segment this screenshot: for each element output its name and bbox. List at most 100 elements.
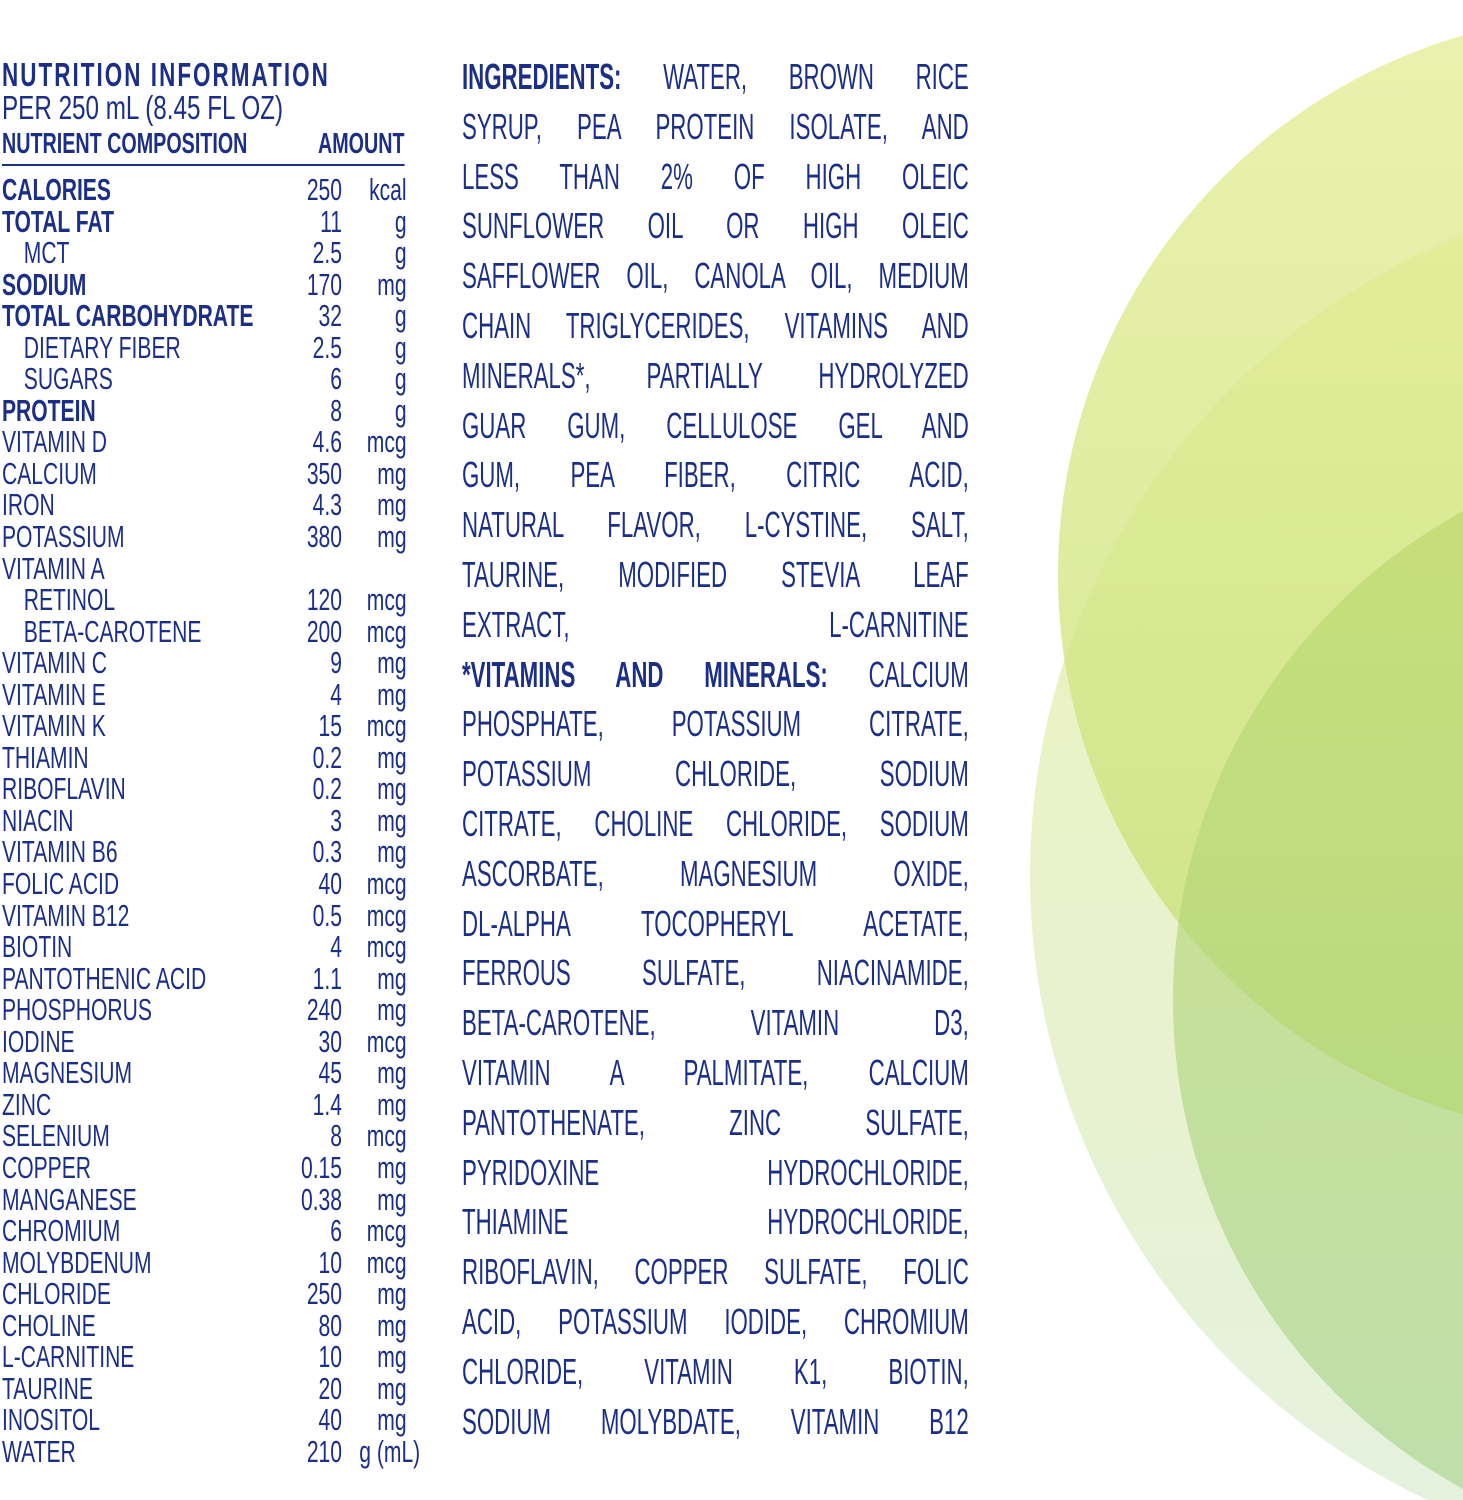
nutrient-amount: 350 [306,455,342,491]
nutrient-row: SUGARS 6 g [2,363,420,395]
ingredient-text: SYRUP, PEA PROTEIN ISOLATE, AND [462,105,969,147]
nutrient-unit: mcg [366,866,407,902]
nutrient-row: FOLIC ACID 40 mcg [2,868,420,900]
nutrient-amount: 32 [318,298,342,334]
nutrient-name: POTASSIUM [2,519,125,555]
nutrient-row: THIAMIN 0.2 mg [2,742,420,774]
nutrient-name: PHOSPHORUS [2,992,152,1028]
nutrient-unit: mcg [366,929,407,965]
nutrient-name: PROTEIN [2,392,96,428]
ingredient-text: PHOSPHATE, POTASSIUM CITRATE, [462,703,969,745]
nutrient-name: MCT [23,235,70,271]
nutrient-amount: 210 [306,1433,342,1469]
ingredient-text: CHAIN TRIGLYCERIDES, VITAMINS AND [462,304,969,346]
nutrient-name: TOTAL FAT [2,203,115,239]
ingredient-text: SAFFLOWER OIL, CANOLA OIL, MEDIUM [462,255,969,297]
nutrient-amount: 250 [306,1276,342,1312]
ingredient-line: *VITAMINS AND MINERALS: CALCIUM [462,650,969,700]
nutrient-name: MANGANESE [2,1181,137,1217]
ingredient-line: TAURINE, MODIFIED STEVIA LEAF [462,550,969,600]
nutrient-amount: 170 [306,266,342,302]
nutrient-name: SELENIUM [2,1118,110,1154]
nutrient-unit: mg [377,266,407,302]
ingredient-text: BETA-CAROTENE, VITAMIN D3, [462,1002,969,1044]
nutrient-row: PROTEIN 8 g [2,395,420,427]
ingredient-heading: INGREDIENTS: [462,56,622,97]
nutrient-name: MOLYBDENUM [2,1244,152,1280]
ingredient-line: PHOSPHATE, POTASSIUM CITRATE, [462,699,969,749]
ingredients-panel: INGREDIENTS: WATER, BROWN RICE SYRUP, PEA… [462,52,969,1446]
nutrient-amount: 0.15 [300,1149,342,1185]
nutrient-row: MAGNESIUM 45 mg [2,1057,420,1089]
nutrient-name: L-CARNITINE [2,1339,135,1375]
ingredient-line: ASCORBATE, MAGNESIUM OXIDE, [462,849,969,899]
nutrient-name: VITAMIN B12 [2,897,130,933]
nutrient-amount: 0.5 [312,897,342,933]
nutrient-name: VITAMIN E [2,676,106,712]
column-amount: AMOUNT [318,128,405,160]
nutrient-amount: 80 [318,1307,342,1343]
ingredient-text: DL-ALPHA TOCOPHERYL ACETATE, [462,902,969,944]
nutrient-unit: mg [377,487,407,523]
nutrient-row: MOLYBDENUM 10 mcg [2,1247,420,1279]
nutrient-unit: mg [377,802,407,838]
nutrient-row: CALCIUM 350 mg [2,458,420,490]
nutrition-title: NUTRITION INFORMATION [2,56,330,93]
nutrient-amount: 4.6 [312,424,342,460]
ingredient-text: VITAMIN A PALMITATE, CALCIUM [462,1051,969,1093]
nutrient-amount: 4 [330,929,342,965]
ingredient-line: FERROUS SULFATE, NIACINAMIDE, [462,948,969,998]
nutrient-row: CHOLINE 80 mg [2,1310,420,1342]
nutrient-unit: mg [377,1402,407,1438]
nutrient-name: THIAMIN [2,739,89,775]
nutrient-amount: 45 [318,1055,342,1091]
nutrient-row: L-CARNITINE 10 mg [2,1341,420,1373]
nutrient-unit: mcg [366,613,407,649]
nutrition-table: CALORIES 250 kcal TOTAL FAT 11 g MCT 2.5 g SODIUM… [2,174,420,1469]
ingredient-line: INGREDIENTS: WATER, BROWN RICE [462,52,969,102]
nutrient-name: TOTAL CARBOHYDRATE [2,298,254,334]
ingredient-line: NATURAL FLAVOR, L-CYSTINE, SALT, [462,500,969,550]
nutrient-unit: mg [377,960,407,996]
nutrient-amount: 40 [318,866,342,902]
nutrient-unit: mg [377,519,407,555]
nutrient-row: RIBOFLAVIN 0.2 mg [2,773,420,805]
ingredient-line: PYRIDOXINE HYDROCHLORIDE, [462,1148,969,1198]
nutrient-unit: mg [377,992,407,1028]
nutrient-unit: g [394,203,407,239]
column-nutrient: NUTRIENT COMPOSITION [2,128,248,160]
nutrient-unit: mg [377,1307,407,1343]
nutrient-unit: g [394,298,407,334]
nutrient-row: BIOTIN 4 mcg [2,931,420,963]
ingredient-text: MINERALS*, PARTIALLY HYDROLYZED [462,354,969,396]
ingredient-line: CHAIN TRIGLYCERIDES, VITAMINS AND [462,301,969,351]
nutrient-row: NIACIN 3 mg [2,805,420,837]
ingredient-line: CHLORIDE, VITAMIN K1, BIOTIN, [462,1347,969,1397]
nutrient-unit: g (mL) [359,1433,421,1469]
nutrient-name: VITAMIN K [2,708,106,744]
nutrient-amount: 6 [330,1213,342,1249]
nutrient-unit: mg [377,1370,407,1406]
nutrient-amount: 10 [318,1339,342,1375]
nutrient-name: NIACIN [2,802,74,838]
nutrient-name: WATER [2,1433,76,1469]
nutrient-name: DIETARY FIBER [23,329,181,365]
nutrient-name: FOLIC ACID [2,866,120,902]
nutrient-name: SODIUM [2,266,87,302]
nutrient-amount: 0.2 [312,771,342,807]
nutrient-amount: 2.5 [312,329,342,365]
nutrient-amount: 10 [318,1244,342,1280]
ingredient-line: DL-ALPHA TOCOPHERYL ACETATE, [462,899,969,949]
nutrient-name: IODINE [2,1023,75,1059]
nutrient-name: RIBOFLAVIN [2,771,126,807]
ingredient-line: RIBOFLAVIN, COPPER SULFATE, FOLIC [462,1247,969,1297]
nutrient-name: ZINC [2,1086,52,1122]
nutrient-unit: mg [377,676,407,712]
nutrient-name: CHOLINE [2,1307,96,1343]
nutrient-name: COPPER [2,1149,92,1185]
ingredient-text: ACID, POTASSIUM IODIDE, CHROMIUM [462,1300,969,1342]
nutrient-row: MANGANESE 0.38 mg [2,1181,420,1217]
nutrient-row: VITAMIN K 15 mcg [2,710,420,742]
ingredient-text: SUNFLOWER OIL OR HIGH OLEIC [462,205,969,247]
ingredient-text: RIBOFLAVIN, COPPER SULFATE, FOLIC [462,1251,969,1293]
